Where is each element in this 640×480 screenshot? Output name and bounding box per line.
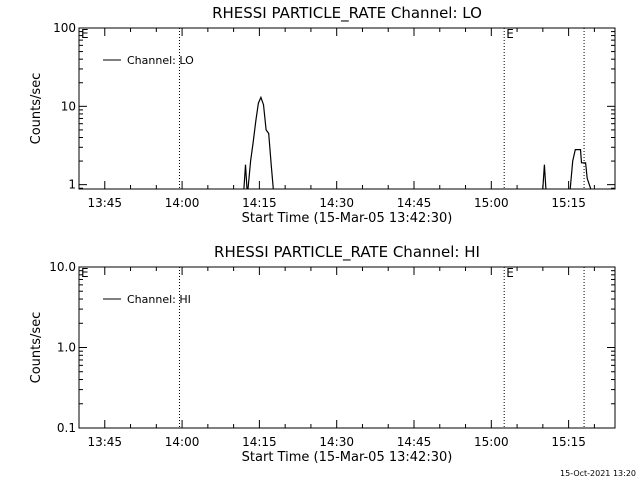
plot-frame-hi [78,266,616,429]
plot-frame-lo [78,27,616,190]
y-axis-label-lo: Counts/sec [29,73,44,145]
legend-label-hi: Channel: HI [127,293,191,306]
x-tick-label-hi: 13:45 [87,435,122,449]
y-tick-label-lo: 100 [53,21,76,35]
x-tick-label-lo: 14:45 [397,196,432,210]
event-marker-label-lo: E [506,27,514,41]
x-tick-label-lo: 14:00 [165,196,200,210]
x-tick-label-hi: 14:00 [165,435,200,449]
footer-timestamp: 15-Oct-2021 13:20 [560,469,636,478]
y-tick-label-hi: 1.0 [57,341,76,355]
y-axis-label-hi: Counts/sec [29,312,44,384]
series-line-lo [243,164,248,190]
event-marker-label-hi: E [506,266,514,280]
x-tick-label-hi: 14:15 [242,435,277,449]
y-tick-label-lo: 10 [61,99,76,113]
x-tick-label-lo: 14:15 [242,196,277,210]
x-tick-label-hi: 15:15 [551,435,586,449]
event-marker-label-lo: E [81,27,89,41]
chart-title-hi: RHESSI PARTICLE_RATE Channel: HI [214,243,480,262]
x-axis-label-hi: Start Time (15-Mar-05 13:42:30) [242,450,453,465]
y-tick-label-lo: 1 [68,178,76,192]
event-marker-label-hi: E [81,266,89,280]
x-axis-label-lo: Start Time (15-Mar-05 13:42:30) [242,211,453,226]
y-tick-label-hi: 10.0 [49,260,76,274]
y-tick-label-hi: 0.1 [57,421,76,435]
x-tick-label-lo: 13:45 [87,196,122,210]
x-tick-label-lo: 15:00 [474,196,509,210]
series-line-lo [569,149,592,190]
series-line-lo [542,164,547,190]
legend-label-lo: Channel: LO [127,54,194,67]
x-tick-label-hi: 14:45 [397,435,432,449]
chart-title-lo: RHESSI PARTICLE_RATE Channel: LO [212,4,482,23]
series-line-lo [247,95,274,190]
x-tick-label-lo: 14:30 [319,196,354,210]
x-tick-label-hi: 14:30 [319,435,354,449]
x-tick-label-lo: 15:15 [551,196,586,210]
x-tick-label-hi: 15:00 [474,435,509,449]
